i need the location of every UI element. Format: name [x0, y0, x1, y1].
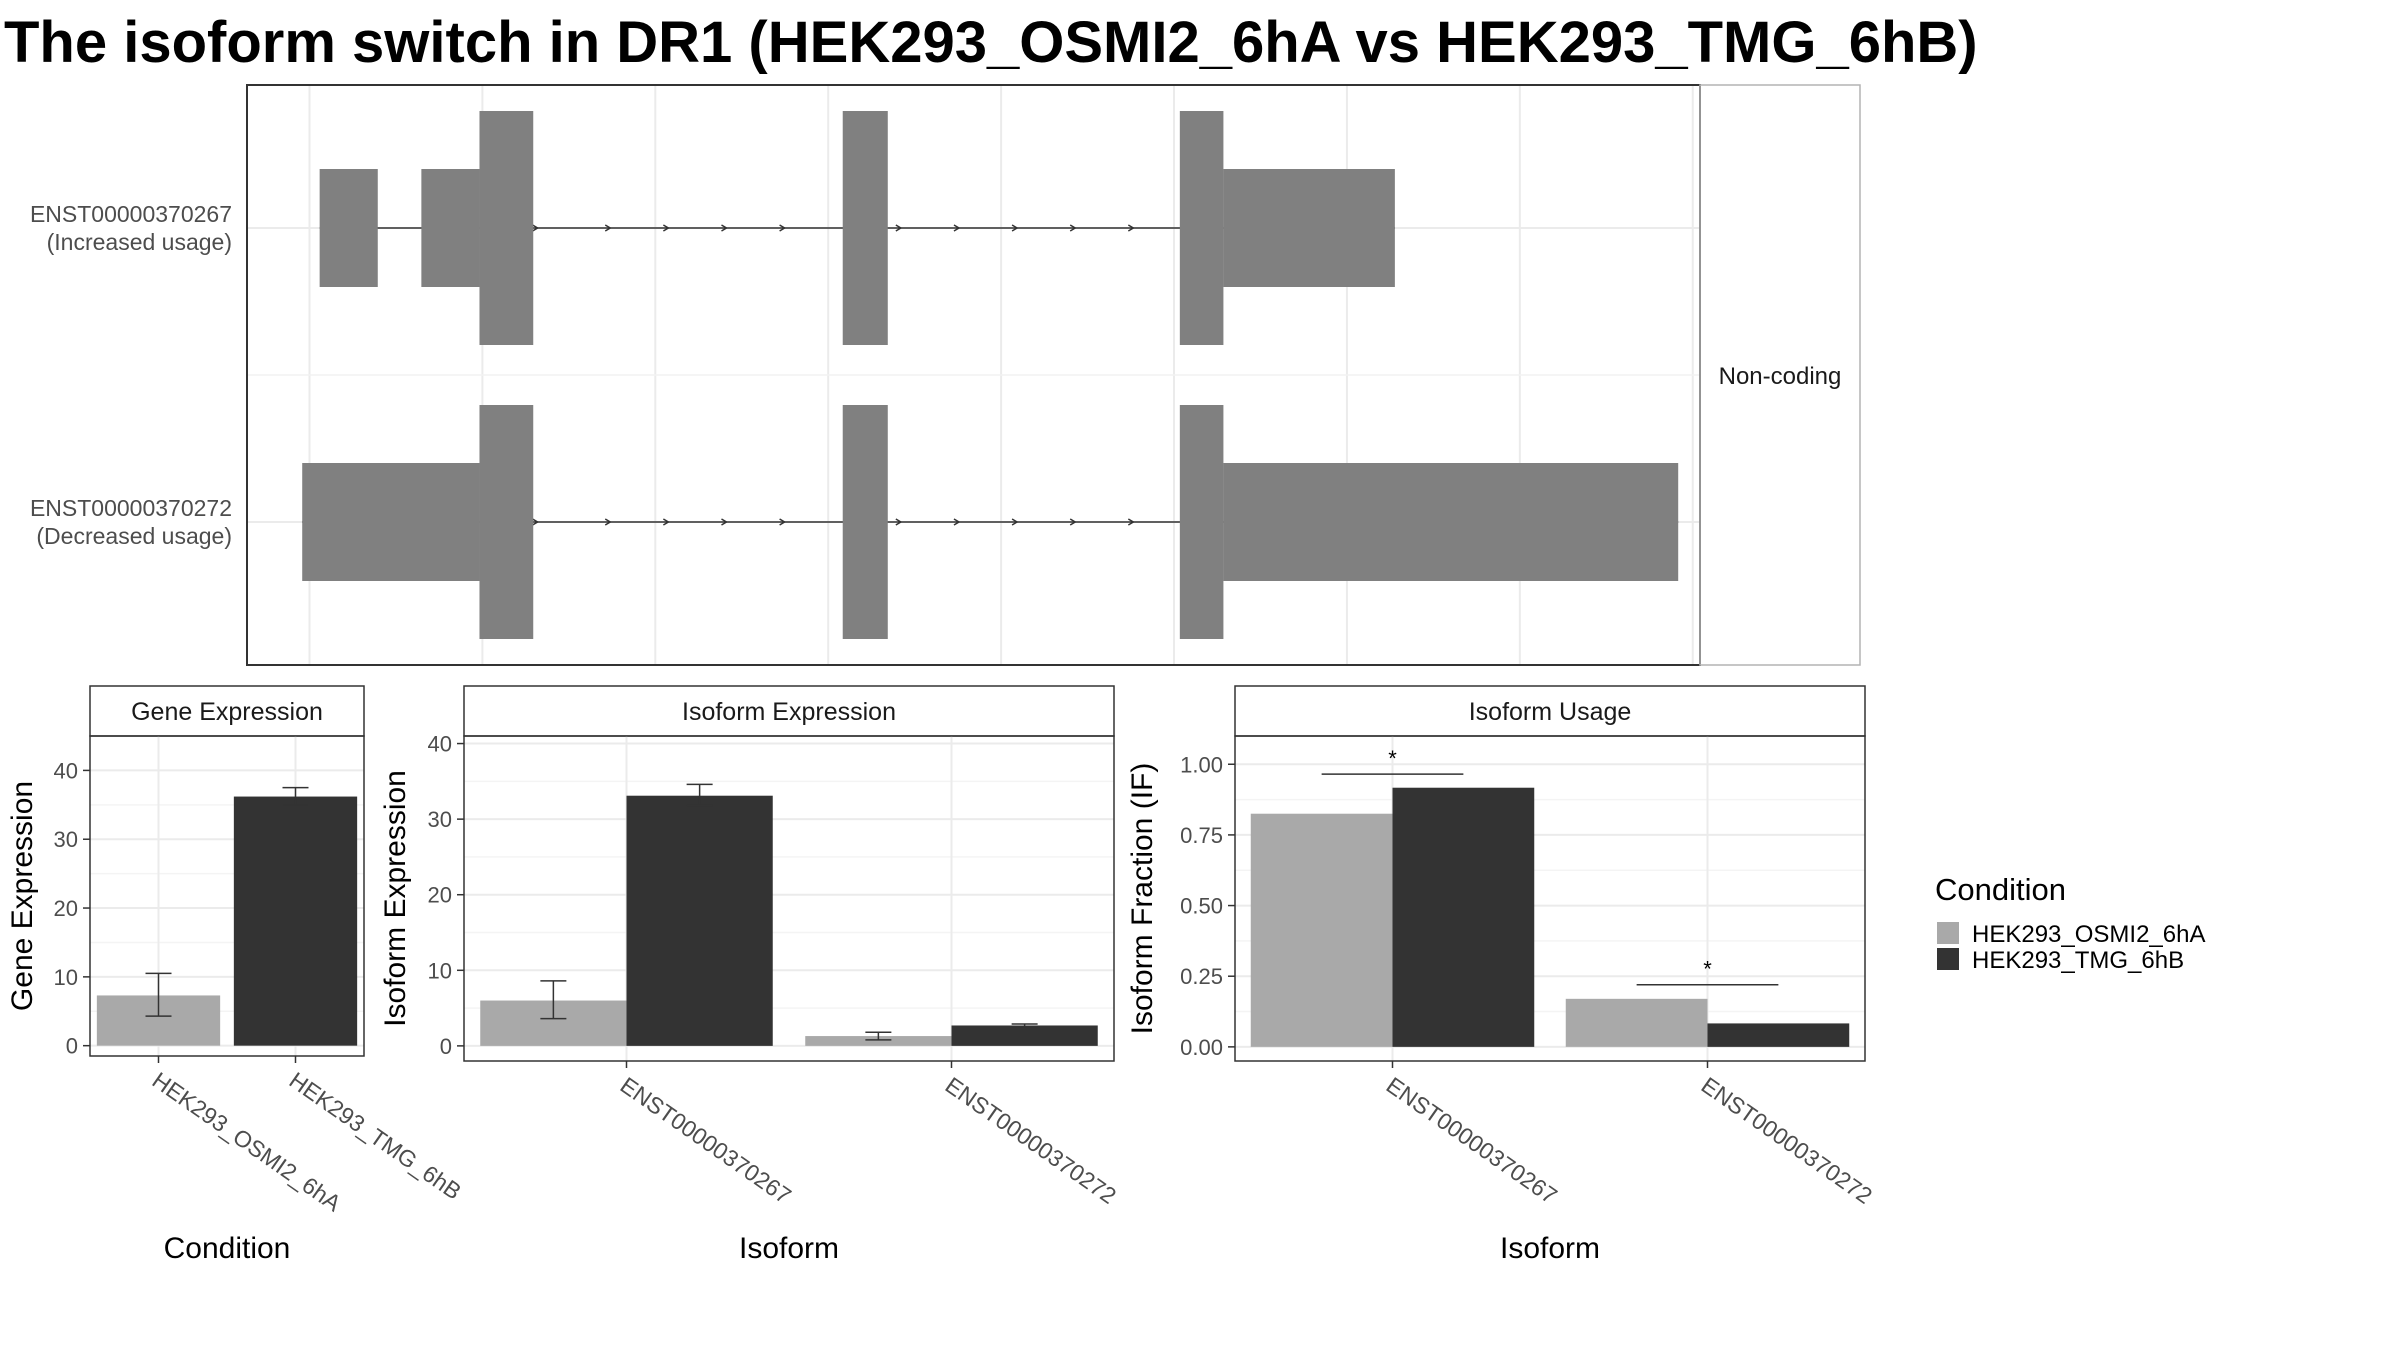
facet-strip	[1699, 84, 1861, 666]
intron-direction-arrow	[1069, 518, 1077, 526]
significance-marker: *	[1703, 957, 1712, 982]
y-tick-label: 30	[428, 807, 452, 832]
panel-strip-title: Isoform Expression	[682, 698, 896, 726]
coding-exon	[479, 405, 534, 639]
bar	[805, 1036, 952, 1046]
y-axis-title: Isoform Expression	[379, 770, 412, 1027]
noncoding-exon	[421, 169, 480, 287]
y-tick-label: 40	[54, 758, 78, 783]
y-tick-label: 0.50	[1180, 894, 1223, 919]
intron-direction-arrow	[1069, 224, 1077, 232]
noncoding-exon	[302, 463, 480, 581]
panel-border	[1234, 735, 1866, 1062]
intron-direction-arrow	[532, 518, 540, 526]
x-tick-label: ENST00000370267	[1382, 1072, 1562, 1209]
panel-strip-title: Gene Expression	[131, 698, 323, 726]
y-tick-label: 0	[440, 1034, 452, 1059]
bar	[951, 1025, 1098, 1046]
significance-marker: *	[1388, 746, 1397, 771]
legend-swatch	[1937, 948, 1959, 970]
y-tick-label: 0.75	[1180, 823, 1223, 848]
y-tick-label: 1.00	[1180, 752, 1223, 777]
panel-strip	[89, 685, 365, 737]
bar	[1707, 1023, 1850, 1047]
y-tick-label: 40	[428, 732, 452, 757]
intron-direction-arrow	[604, 518, 612, 526]
y-tick-label: 0.25	[1180, 964, 1223, 989]
y-tick-label: 30	[54, 827, 78, 852]
intron-direction-arrow	[721, 518, 728, 526]
intron-direction-arrow	[1127, 224, 1135, 232]
intron-direction-arrow	[953, 224, 961, 232]
y-tick-label: 0.00	[1180, 1035, 1223, 1060]
y-tick-label: 20	[54, 896, 78, 921]
panel-strip	[463, 685, 1115, 737]
intron-direction-arrow	[1011, 224, 1019, 232]
coding-exon	[1179, 405, 1224, 639]
legend-label: HEK293_TMG_6hB	[1972, 947, 2184, 974]
x-tick-label: ENST00000370267	[616, 1072, 796, 1209]
intron-direction-arrow	[779, 224, 787, 232]
intron-direction-arrow	[1011, 518, 1019, 526]
y-tick-label: 20	[428, 883, 452, 908]
isoform-expression-panel: Isoform Expression 0 10 20 30 40 ENST000003702…	[379, 685, 1121, 1265]
bar	[1565, 998, 1708, 1047]
noncoding-exon	[1223, 169, 1395, 287]
legend-swatch	[1937, 922, 1959, 944]
legend-label: HEK293_OSMI2_6hA	[1972, 921, 2205, 948]
intron-direction-arrow	[662, 518, 670, 526]
y-tick-label: 0	[66, 1034, 78, 1059]
x-tick-label: ENST00000370272	[1697, 1072, 1877, 1209]
coding-exon	[479, 111, 534, 345]
intron-direction-arrow	[895, 224, 903, 232]
intron-direction-arrow	[532, 224, 540, 232]
transcript-usage-label: (Decreased usage)	[36, 523, 232, 549]
page-title: The isoform switch in DR1 (HEK293_OSMI2_…	[4, 10, 1978, 75]
panel-border	[89, 735, 365, 1057]
noncoding-exon	[319, 169, 378, 287]
y-tick-label: 10	[428, 958, 452, 983]
bar	[1392, 787, 1535, 1047]
transcript-usage-label: (Increased usage)	[47, 229, 232, 255]
x-axis-title: Isoform	[1500, 1232, 1600, 1265]
intron-direction-arrow	[662, 224, 670, 232]
intron-direction-arrow	[953, 518, 961, 526]
y-tick-label: 10	[54, 965, 78, 990]
intron-direction-arrow	[1127, 518, 1135, 526]
gene-structure-panel: ENST00000370267(Increased usage) ENST0000…	[30, 84, 1861, 666]
panel-border	[463, 735, 1115, 1062]
bar	[233, 796, 358, 1046]
coding-exon	[1179, 111, 1224, 345]
y-axis-title: Gene Expression	[6, 781, 39, 1011]
isoform-usage-panel: Isoform Usage * * 0.00 0.25 0.50 0.75 1.00 ENST0…	[1126, 685, 1877, 1265]
facet-strip-label: Non-coding	[1719, 363, 1842, 390]
coding-exon	[842, 111, 888, 345]
bar	[1250, 813, 1393, 1047]
transcript-id-label: ENST00000370267	[30, 201, 232, 227]
coding-exon	[842, 405, 888, 639]
intron-direction-arrow	[604, 224, 612, 232]
y-axis-title: Isoform Fraction (IF)	[1126, 763, 1159, 1035]
bar	[626, 795, 773, 1046]
intron-direction-arrow	[895, 518, 903, 526]
intron-direction-arrow	[779, 518, 787, 526]
intron-direction-arrow	[721, 224, 728, 232]
x-axis-title: Isoform	[739, 1232, 839, 1265]
legend-title: Condition	[1935, 872, 2066, 907]
noncoding-exon	[1223, 463, 1679, 581]
x-tick-label: ENST00000370272	[941, 1072, 1121, 1209]
panel-strip-title: Isoform Usage	[1469, 698, 1632, 726]
x-axis-title: Condition	[164, 1232, 291, 1265]
transcript-id-label: ENST00000370272	[30, 495, 232, 521]
